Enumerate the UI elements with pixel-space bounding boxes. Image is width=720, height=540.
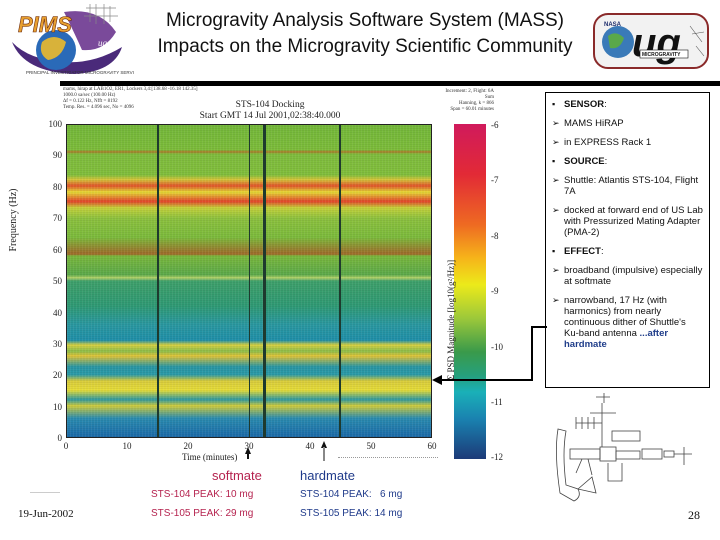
pims-logo: PIMS ug PRINCIPAL INVESTIGATOR MICROGRAV… <box>4 2 143 78</box>
x-axis-title: Time (minutes) <box>182 452 238 462</box>
svg-text:MICROGRAVITY: MICROGRAVITY <box>642 52 681 58</box>
y-tick-label: 30 <box>53 339 62 349</box>
x-tick-label: 20 <box>183 441 193 451</box>
after-hardmate-emphasis: ...after hardmate <box>564 328 669 350</box>
hardmate-arrow-stem <box>323 447 325 461</box>
meta-line: Increment: 2, Flight: 6A <box>445 89 494 94</box>
colorbar-tick-label: -10 <box>491 342 503 352</box>
spectrogram-plot <box>66 124 432 438</box>
softmate-peak-sts104: STS-104 PEAK: 10 mg <box>151 489 254 500</box>
y-tick-label: 80 <box>53 182 62 192</box>
y-tick-label: 90 <box>53 150 62 160</box>
time-marker-line <box>249 125 250 437</box>
colorbar-tick-label: -6 <box>491 120 499 130</box>
x-tick-label: 0 <box>63 441 69 451</box>
hardmate-label: hardmate <box>300 468 355 483</box>
x-tick-label: 40 <box>305 441 315 451</box>
connector-line <box>531 326 533 381</box>
meta-line: mams, hirap at LAB1O2, ER1, Lockers 3,4:… <box>63 87 198 92</box>
page-number: 28 <box>688 508 700 522</box>
y-tick-label: 40 <box>53 308 62 318</box>
info-item: ➢ broadband (impulsive) especially at sof… <box>552 265 703 287</box>
info-box: ▪ SENSOR: ➢ MAMS HiRAP ➢ in EXPRESS Rack 1 … <box>545 92 710 388</box>
colorbar-tick-label: -8 <box>491 231 499 241</box>
time-marker-line <box>263 125 266 437</box>
slide-date: 19-Jun-2002 <box>18 508 74 520</box>
y-tick-label: 50 <box>53 276 62 286</box>
softmate-arrow-stem <box>247 453 249 459</box>
arrow-bullet-icon: ➢ <box>552 118 560 128</box>
meta-line: 1000.0 sa/sec (100.00 Hz) <box>63 93 116 98</box>
y-tick-label: 10 <box>53 402 62 412</box>
meta-line: Hanning, k = 866 <box>458 101 494 106</box>
hardmate-peak-sts104: STS-104 PEAK: 6 mg <box>300 489 403 500</box>
softmate-label: softmate <box>212 468 262 483</box>
time-marker-line <box>157 125 159 437</box>
meta-line: Temp. Res. = 4.096 sec, No = 4096 <box>63 105 134 110</box>
colorbar-tick-label: -12 <box>491 452 503 462</box>
softmate-arrow-icon <box>245 447 251 454</box>
chart-title: STS-104 Docking Start GMT 14 Jul 2001,02… <box>170 100 370 122</box>
bullet-icon: ▪ <box>552 246 556 256</box>
arrow-bullet-icon: ➢ <box>552 137 560 147</box>
svg-text:ug: ug <box>632 21 681 65</box>
svg-text:PIMS: PIMS <box>18 12 72 37</box>
svg-text:NASA: NASA <box>604 22 622 28</box>
bullet-icon: ▪ <box>552 156 556 166</box>
arrow-bullet-icon: ➢ <box>552 205 560 215</box>
connector-line <box>531 326 547 328</box>
meta-line: Span = 60.01 minutes <box>450 107 494 112</box>
connector-line <box>440 379 533 381</box>
info-item: ➢ Shuttle: Atlantis STS-104, Flight 7A <box>552 175 699 197</box>
colorbar <box>454 124 486 459</box>
info-heading-source: ▪ SOURCE: <box>552 156 608 167</box>
chart-meta-right: Increment: 2, Flight: 6A Sum Hanning, k … <box>388 89 494 113</box>
title-line-1: Microgravity Analysis Software System (M… <box>165 10 565 31</box>
connector-arrowhead-icon <box>432 375 442 385</box>
info-item: ➢ MAMS HiRAP <box>552 118 624 129</box>
chart-title-line-1: STS-104 Docking <box>235 100 305 110</box>
header-divider <box>60 81 720 86</box>
info-heading-sensor: ▪ SENSOR: <box>552 99 607 110</box>
y-tick-label: 20 <box>53 370 62 380</box>
x-tick-label: 60 <box>427 441 437 451</box>
softmate-peak-sts105: STS-105 PEAK: 29 mg <box>151 508 254 519</box>
meta-line: Δf = 0.122 Hz, Nfft = 8192 <box>63 99 118 104</box>
bullet-icon: ▪ <box>552 99 556 109</box>
y-tick-label: 100 <box>48 119 63 129</box>
y-tick-label: 70 <box>53 213 62 223</box>
hardmate-arrow-icon <box>321 441 327 448</box>
space-station-sketch <box>552 393 702 505</box>
ug-logo: NASA ug MICROGRAVITY <box>592 12 710 70</box>
info-item: ➢ docked at forward end of US Lab with Pr… <box>552 205 703 238</box>
time-marker-line <box>339 125 341 437</box>
arrow-bullet-icon: ➢ <box>552 175 560 185</box>
x-tick-label: 30 <box>244 441 254 451</box>
plot-footnote <box>338 455 438 458</box>
colorbar-title: Σ PSD Magnitude [log10(g²/Hz)] <box>446 259 456 380</box>
info-item: ➢ in EXPRESS Rack 1 <box>552 137 652 148</box>
chart-meta-left: mams, hirap at LAB1O2, ER1, Lockers 3,4:… <box>63 87 233 111</box>
arrow-bullet-icon: ➢ <box>552 295 560 305</box>
colorbar-tick-label: -9 <box>491 286 499 296</box>
svg-text:ug: ug <box>98 38 108 48</box>
y-tick-label: 60 <box>53 245 62 255</box>
hardmate-peak-sts105: STS-105 PEAK: 14 mg <box>300 508 403 519</box>
meta-line: Sum <box>484 95 494 100</box>
colorbar-tick-label: -7 <box>491 175 499 185</box>
svg-text:PRINCIPAL INVESTIGATOR MICROGR: PRINCIPAL INVESTIGATOR MICROGRAVITY SERV… <box>26 70 134 75</box>
title-line-2: Impacts on the Microgravity Scientific C… <box>157 36 573 57</box>
x-tick-label: 50 <box>366 441 376 451</box>
footer-divider <box>30 492 60 493</box>
page-title: Microgravity Analysis Software System (M… <box>140 8 590 60</box>
y-tick-label: 0 <box>57 433 63 443</box>
y-axis-title: Frequency (Hz) <box>8 188 19 252</box>
chart-title-line-2: Start GMT 14 Jul 2001,02:38:40.000 <box>199 111 341 121</box>
arrow-bullet-icon: ➢ <box>552 265 560 275</box>
info-item: ➢ narrowband, 17 Hz (with harmonics) from… <box>552 295 686 350</box>
colorbar-tick-label: -11 <box>491 397 503 407</box>
x-tick-label: 10 <box>122 441 132 451</box>
info-heading-effect: ▪ EFFECT: <box>552 246 604 257</box>
